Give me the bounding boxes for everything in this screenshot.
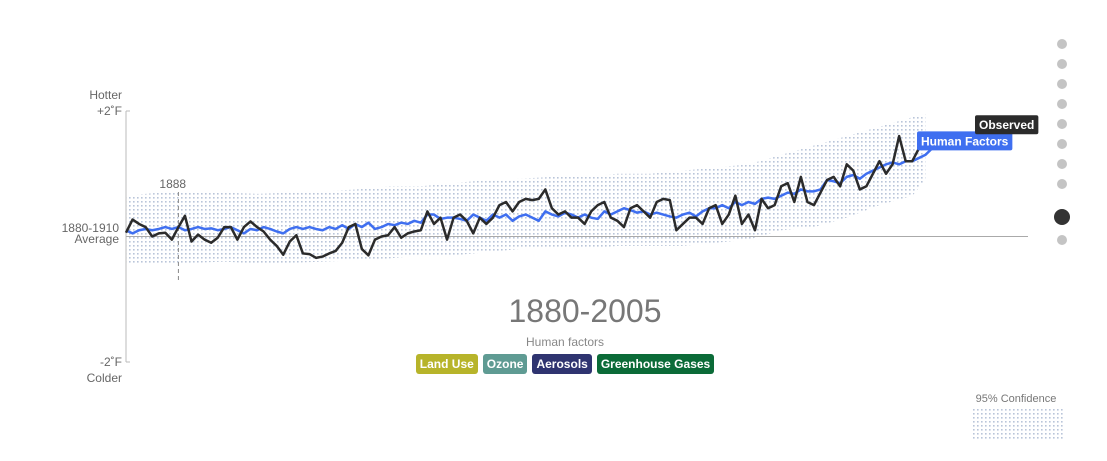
- confidence-legend-swatch: [972, 407, 1064, 441]
- factor-button[interactable]: Greenhouse Gases: [596, 354, 715, 374]
- section-nav: [1054, 39, 1070, 255]
- y-top-label: Hotter: [89, 88, 122, 102]
- y-tick-label: -2˚F: [100, 355, 122, 369]
- y-tick-label: 1880-1910 Average: [61, 220, 119, 246]
- series-tag-box: [917, 131, 1013, 151]
- y-bottom-label: Colder: [87, 371, 122, 385]
- nav-dot[interactable]: [1057, 119, 1067, 129]
- series-line: [124, 134, 947, 260]
- series-tag-box: [975, 115, 1039, 135]
- nav-dot[interactable]: [1057, 39, 1067, 49]
- nav-dot[interactable]: [1057, 159, 1067, 169]
- nav-dot[interactable]: [1057, 59, 1067, 69]
- y-tick-label: +2˚F: [97, 104, 122, 118]
- series-line: [125, 141, 946, 235]
- factor-button[interactable]: Land Use: [415, 354, 478, 374]
- period-title: 1880-2005: [508, 293, 662, 329]
- series-tag: Observed: [975, 115, 1039, 135]
- highlight-year-label: 1888: [159, 177, 186, 191]
- nav-dot-active[interactable]: [1054, 209, 1070, 225]
- factor-button[interactable]: Ozone: [482, 354, 528, 374]
- nav-dot[interactable]: [1057, 99, 1067, 109]
- nav-dot[interactable]: [1057, 79, 1067, 89]
- factors-label: Human factors: [525, 335, 605, 349]
- nav-dot[interactable]: [1057, 235, 1067, 245]
- series-tag: Human Factors: [917, 131, 1013, 151]
- factor-buttons: Land Use Ozone Aerosols Greenhouse Gases: [365, 354, 765, 374]
- confidence-legend-label: 95% Confidence: [975, 393, 1057, 405]
- legend-label: Human Factors: [921, 134, 1009, 148]
- factor-button[interactable]: Aerosols: [532, 354, 592, 374]
- legend-label: Observed: [979, 118, 1034, 132]
- nav-dot[interactable]: [1057, 179, 1067, 189]
- confidence-band: [126, 114, 926, 265]
- nav-dot[interactable]: [1057, 139, 1067, 149]
